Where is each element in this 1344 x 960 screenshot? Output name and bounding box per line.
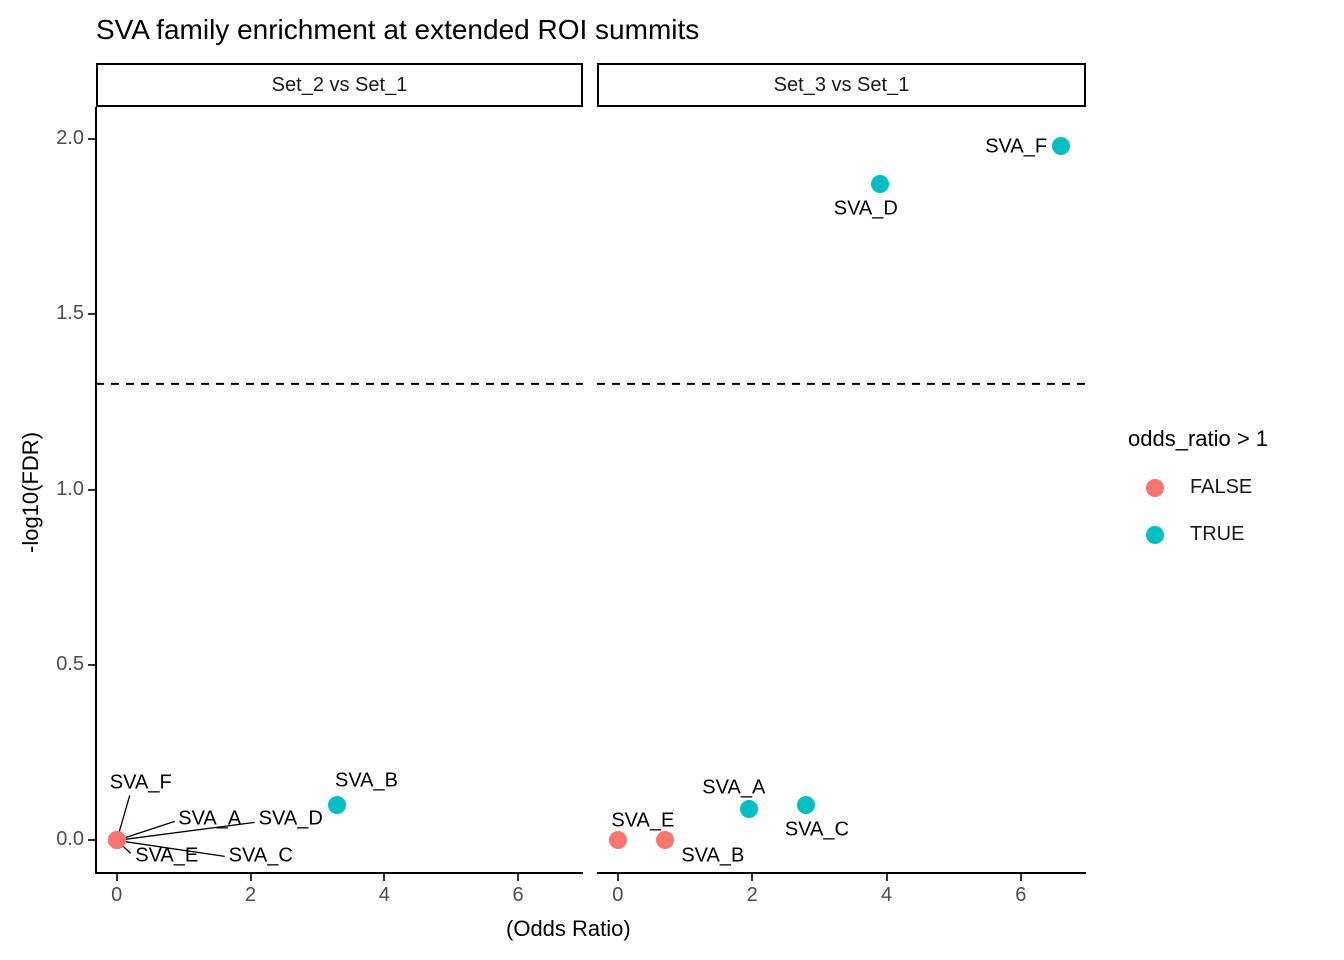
legend-key-dot (1146, 526, 1164, 544)
x-tick-label: 4 (880, 884, 893, 906)
y-tick-label: 1.5 (56, 302, 84, 325)
data-point (796, 796, 815, 815)
point-label: SVA_C (228, 844, 293, 867)
data-point (1052, 136, 1071, 155)
point-label: SVA_B (681, 844, 745, 867)
x-axis-tick (249, 874, 252, 881)
x-axis-tick (885, 874, 888, 881)
y-tick-label: 1.0 (56, 477, 84, 500)
data-point (328, 796, 347, 815)
point-label: SVA_E (611, 809, 675, 832)
point-label: SVA_A (702, 776, 766, 799)
facet-strip-label: Set_3 vs Set_1 (773, 73, 910, 96)
legend-key-dot (1146, 479, 1164, 497)
y-axis-tick (88, 663, 95, 666)
x-tick-label: 2 (244, 884, 257, 906)
point-label: SVA_F (109, 771, 172, 794)
point-label: SVA_A (178, 807, 242, 830)
legend-title: odds_ratio > 1 (1128, 426, 1269, 451)
x-axis-tick (115, 874, 118, 881)
data-point (107, 831, 126, 850)
data-point (608, 831, 627, 850)
facet-strip: Set_2 vs Set_1 (96, 63, 583, 107)
legend-item-label: FALSE (1190, 476, 1253, 498)
point-label: SVA_D (833, 197, 898, 220)
y-tick-label: 0.5 (56, 652, 84, 675)
facet-strip: Set_3 vs Set_1 (597, 63, 1086, 107)
x-axis-tick (1019, 874, 1022, 881)
x-axis-tick (616, 874, 619, 881)
y-axis-line (95, 107, 97, 874)
y-axis-title: -log10(FDR) (18, 431, 43, 553)
x-tick-label: 0 (612, 884, 624, 906)
data-point (739, 799, 758, 818)
x-axis-title: (Odds Ratio) (506, 916, 631, 941)
x-tick-label: 2 (746, 884, 758, 906)
point-label: SVA_F (985, 135, 1048, 158)
x-axis-line (597, 872, 1086, 874)
legend: odds_ratio > 1 FALSE TRUE (1128, 426, 1338, 566)
point-label: SVA_C (784, 818, 849, 841)
facet-strip-label: Set_2 vs Set_1 (271, 73, 408, 96)
x-tick-label: 0 (111, 884, 123, 906)
x-axis-tick (751, 874, 754, 881)
point-label: SVA_D (258, 807, 323, 830)
chart-title: SVA family enrichment at extended ROI su… (96, 14, 700, 45)
legend-item-label: TRUE (1190, 523, 1245, 545)
x-tick-label: 6 (1015, 884, 1027, 906)
y-axis-tick (88, 488, 95, 491)
y-axis-tick (88, 137, 95, 140)
data-point (655, 831, 674, 850)
x-axis-tick (517, 874, 520, 881)
point-label: SVA_E (135, 844, 199, 867)
x-axis-line (95, 872, 583, 874)
x-axis-tick (383, 874, 386, 881)
x-tick-label: 6 (512, 884, 524, 906)
y-axis-tick (88, 839, 95, 842)
y-tick-label: 2.0 (56, 126, 84, 149)
y-tick-label: 0.0 (56, 828, 84, 851)
point-label: SVA_B (334, 769, 398, 792)
y-axis-tick (88, 313, 95, 316)
data-point (870, 175, 889, 194)
x-tick-label: 4 (378, 884, 390, 906)
